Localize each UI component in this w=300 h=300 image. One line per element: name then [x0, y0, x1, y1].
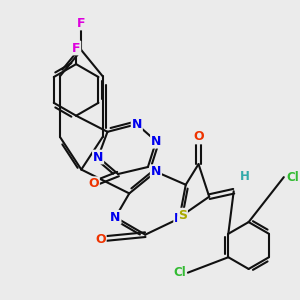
- Text: N: N: [151, 135, 161, 148]
- Text: N: N: [174, 212, 184, 225]
- Text: O: O: [88, 177, 99, 190]
- Text: F: F: [72, 41, 80, 55]
- Text: N: N: [93, 151, 103, 164]
- Text: Cl: Cl: [286, 171, 299, 184]
- Text: N: N: [151, 165, 161, 178]
- Text: O: O: [193, 130, 204, 143]
- Text: F: F: [77, 16, 86, 29]
- Text: O: O: [95, 232, 106, 245]
- Text: N: N: [110, 211, 121, 224]
- Text: Cl: Cl: [173, 266, 186, 279]
- Text: H: H: [239, 169, 249, 183]
- Text: N: N: [132, 118, 142, 131]
- Text: S: S: [178, 208, 187, 222]
